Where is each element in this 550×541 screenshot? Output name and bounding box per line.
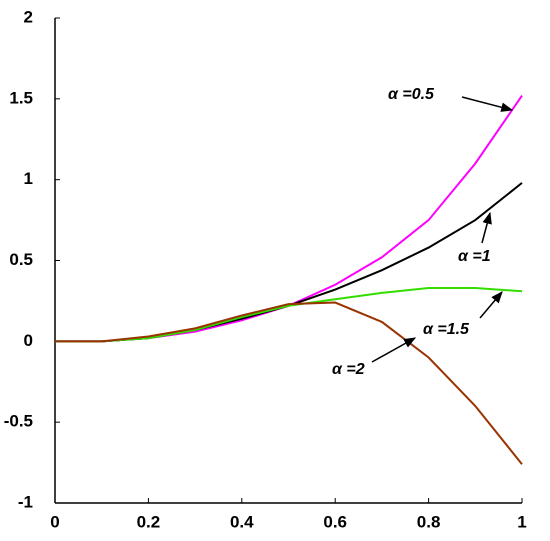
- series-annotation: α =1: [458, 248, 491, 265]
- x-tick-label: 0.6: [323, 512, 347, 531]
- series-annotation: α =2: [332, 361, 365, 378]
- y-tick-label: 2: [24, 7, 33, 26]
- line-series: [55, 182, 523, 343]
- y-tick-label: 1.5: [9, 88, 33, 107]
- line-series: [55, 286, 523, 343]
- y-tick-label: 0: [24, 331, 33, 350]
- y-tick-label: 0.5: [9, 250, 33, 269]
- annotation-arrow: [481, 211, 492, 244]
- y-tick-label: 1: [24, 169, 33, 188]
- x-tick-label: 0: [50, 512, 59, 531]
- line-series: [55, 301, 523, 465]
- series-annotation: α =0.5: [388, 86, 435, 103]
- annotation-arrow: [371, 337, 417, 363]
- annotation-arrow: [461, 96, 514, 112]
- y-tick-label: -0.5: [4, 412, 33, 431]
- series-annotation: α =1.5: [423, 321, 470, 338]
- annotation-arrow: [479, 291, 503, 319]
- x-tick-label: 0.8: [417, 512, 441, 531]
- y-tick-label: -1: [18, 492, 33, 511]
- x-tick-label: 1: [517, 512, 526, 531]
- x-tick-label: 0.4: [230, 512, 254, 531]
- x-tick-label: 0.2: [137, 512, 161, 531]
